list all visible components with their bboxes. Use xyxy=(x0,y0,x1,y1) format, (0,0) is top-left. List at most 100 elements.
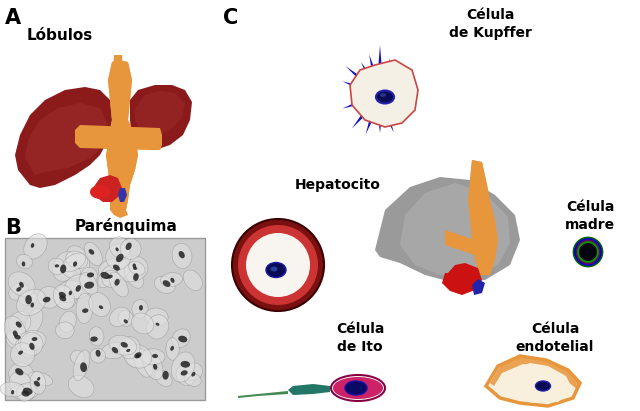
Ellipse shape xyxy=(56,322,74,339)
Ellipse shape xyxy=(31,302,34,307)
Ellipse shape xyxy=(61,262,81,279)
Ellipse shape xyxy=(22,391,29,397)
Ellipse shape xyxy=(124,264,143,288)
Ellipse shape xyxy=(60,264,67,273)
Ellipse shape xyxy=(102,342,127,359)
Ellipse shape xyxy=(170,346,174,351)
Ellipse shape xyxy=(89,293,110,316)
Ellipse shape xyxy=(60,311,76,332)
Ellipse shape xyxy=(37,377,40,381)
Ellipse shape xyxy=(90,185,110,199)
Ellipse shape xyxy=(109,237,130,258)
Ellipse shape xyxy=(8,272,35,296)
Ellipse shape xyxy=(16,383,36,401)
Circle shape xyxy=(232,219,324,311)
Ellipse shape xyxy=(10,343,35,367)
Ellipse shape xyxy=(67,246,90,273)
Polygon shape xyxy=(375,177,520,283)
Ellipse shape xyxy=(81,268,97,284)
Ellipse shape xyxy=(124,319,128,323)
Polygon shape xyxy=(380,58,390,84)
Circle shape xyxy=(579,243,597,261)
Text: B: B xyxy=(5,218,21,238)
Ellipse shape xyxy=(87,272,94,277)
Ellipse shape xyxy=(271,266,278,272)
Ellipse shape xyxy=(10,385,38,399)
Ellipse shape xyxy=(109,307,130,327)
Text: Lóbulos: Lóbulos xyxy=(27,28,93,43)
Ellipse shape xyxy=(345,381,367,395)
Ellipse shape xyxy=(54,264,59,268)
Ellipse shape xyxy=(133,267,137,270)
Ellipse shape xyxy=(8,363,33,385)
Text: Hepatocito: Hepatocito xyxy=(295,178,381,192)
Ellipse shape xyxy=(14,335,20,339)
Ellipse shape xyxy=(23,388,33,395)
Ellipse shape xyxy=(109,335,136,355)
Ellipse shape xyxy=(124,344,152,368)
Ellipse shape xyxy=(166,338,179,360)
Ellipse shape xyxy=(118,310,133,326)
Ellipse shape xyxy=(59,292,66,298)
Circle shape xyxy=(246,233,310,297)
Ellipse shape xyxy=(100,272,110,279)
Ellipse shape xyxy=(73,261,77,267)
Ellipse shape xyxy=(80,363,87,372)
Ellipse shape xyxy=(126,349,131,352)
Ellipse shape xyxy=(76,293,93,323)
Ellipse shape xyxy=(170,278,175,283)
Polygon shape xyxy=(389,98,406,110)
Ellipse shape xyxy=(153,364,157,370)
Ellipse shape xyxy=(102,270,120,288)
Polygon shape xyxy=(468,160,498,275)
Ellipse shape xyxy=(180,370,188,376)
Ellipse shape xyxy=(115,247,118,252)
Polygon shape xyxy=(350,60,418,127)
Ellipse shape xyxy=(113,265,120,271)
Ellipse shape xyxy=(18,351,23,355)
Ellipse shape xyxy=(29,372,52,386)
Ellipse shape xyxy=(136,354,140,358)
Bar xyxy=(5,238,205,400)
Polygon shape xyxy=(383,65,397,86)
Ellipse shape xyxy=(89,327,104,346)
Polygon shape xyxy=(391,90,412,96)
Circle shape xyxy=(238,225,318,305)
Polygon shape xyxy=(400,183,510,277)
Ellipse shape xyxy=(145,308,168,326)
Ellipse shape xyxy=(333,377,383,399)
Ellipse shape xyxy=(172,352,195,382)
Ellipse shape xyxy=(65,275,92,299)
Text: Parénquima: Parénquima xyxy=(75,218,178,234)
Ellipse shape xyxy=(60,296,67,301)
Ellipse shape xyxy=(74,350,90,381)
Ellipse shape xyxy=(134,352,141,358)
Polygon shape xyxy=(342,81,370,94)
Ellipse shape xyxy=(99,259,129,282)
Polygon shape xyxy=(130,85,192,150)
Polygon shape xyxy=(377,107,383,133)
Polygon shape xyxy=(93,175,122,202)
Ellipse shape xyxy=(0,382,24,397)
Ellipse shape xyxy=(48,258,65,275)
Ellipse shape xyxy=(29,343,35,350)
Ellipse shape xyxy=(134,349,153,377)
Polygon shape xyxy=(468,160,498,275)
Ellipse shape xyxy=(140,349,165,365)
Ellipse shape xyxy=(129,261,145,275)
Ellipse shape xyxy=(90,348,106,363)
Ellipse shape xyxy=(127,348,148,367)
Ellipse shape xyxy=(90,337,98,342)
Polygon shape xyxy=(112,55,124,90)
Polygon shape xyxy=(391,94,404,100)
Polygon shape xyxy=(106,60,138,215)
Ellipse shape xyxy=(132,263,136,268)
Ellipse shape xyxy=(109,272,128,297)
Ellipse shape xyxy=(20,338,36,354)
Polygon shape xyxy=(352,102,374,129)
Polygon shape xyxy=(500,363,573,403)
Ellipse shape xyxy=(142,350,163,380)
Polygon shape xyxy=(361,62,376,86)
Polygon shape xyxy=(15,87,112,188)
Ellipse shape xyxy=(98,265,116,288)
